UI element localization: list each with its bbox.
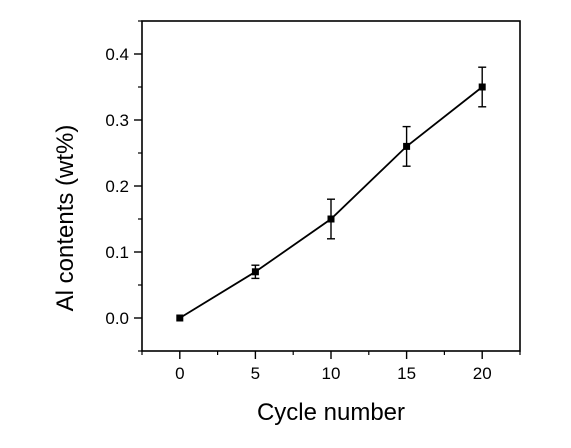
plot-frame [141,20,521,352]
y-tick-label: 0.4 [105,45,129,64]
y-tick-label: 0.1 [105,243,129,262]
y-axis-title: Al contents (wt%) [52,125,79,312]
data-point [478,83,486,91]
plot-layer: 0 5 10 15 20 0.0 0.1 0.2 0.3 0.4 [105,20,521,383]
y-tick-label: 0.0 [105,309,129,328]
data-point [251,268,259,276]
data-point [327,215,335,223]
x-tick-label: 15 [397,364,416,383]
x-tick-label: 10 [322,364,341,383]
x-tick-label: 20 [473,364,492,383]
x-tick-label: 5 [251,364,260,383]
y-tick-label: 0.2 [105,177,129,196]
y-tick-label: 0.3 [105,111,129,130]
x-axis-title: Cycle number [257,399,405,426]
data-point [403,142,411,150]
data-point [176,314,184,322]
x-tick-label: 0 [175,364,184,383]
